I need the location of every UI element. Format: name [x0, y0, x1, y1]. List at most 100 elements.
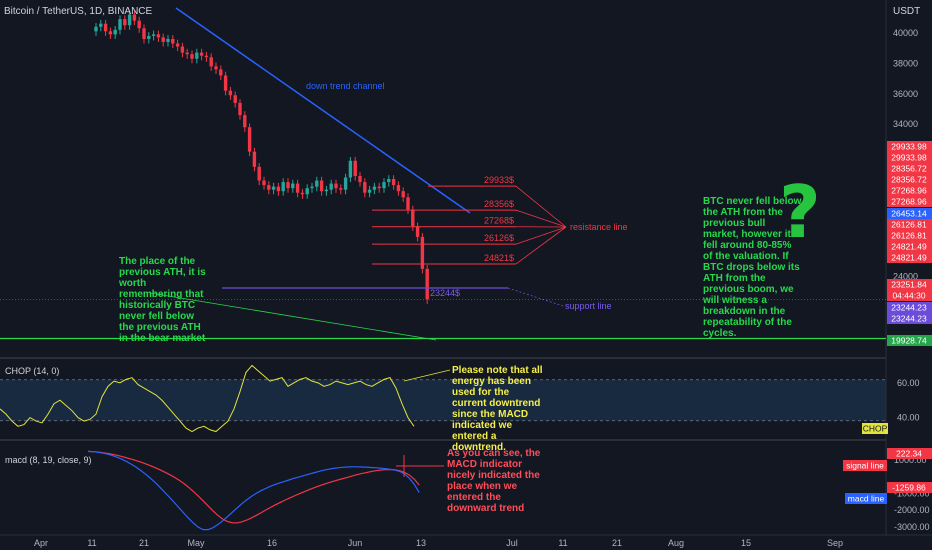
- candle-body: [334, 183, 338, 189]
- candle-body: [204, 55, 209, 58]
- time-tick-label: Apr: [34, 538, 48, 548]
- candle-body: [415, 226, 420, 237]
- candle-body: [233, 95, 237, 103]
- candle-body: [180, 46, 185, 53]
- time-tick-label: 21: [612, 538, 622, 548]
- chop-tag: [862, 423, 888, 434]
- candle-body: [94, 26, 98, 32]
- candle-body: [329, 183, 333, 190]
- downtrend-line: [175, 7, 471, 214]
- macd-legend-tag: [845, 493, 887, 504]
- price-tag: [887, 313, 932, 324]
- candle-body: [339, 188, 343, 190]
- candle-body: [396, 185, 401, 192]
- candle-body: [238, 102, 242, 116]
- time-tick-label: 16: [267, 538, 277, 548]
- candle-body: [324, 189, 329, 192]
- chop-note: Please note that all energy has been use…: [452, 365, 543, 453]
- price-tag-label: 26126.81: [891, 231, 927, 241]
- price-tag-label: 24821.49: [891, 253, 927, 263]
- candle-body: [420, 236, 425, 269]
- macd-title: macd (8, 19, close, 9): [5, 455, 92, 465]
- resistance-pointer: [515, 185, 567, 228]
- candle-body: [199, 52, 204, 56]
- candle-body: [257, 166, 261, 181]
- macd-line: [87, 450, 420, 531]
- price-tag: [887, 219, 932, 230]
- currency-label: USDT: [893, 6, 921, 17]
- time-tick-label: 13: [416, 538, 426, 548]
- candle-body: [267, 185, 271, 190]
- candle-body: [425, 268, 429, 300]
- price-tag-label: 29933.98: [891, 142, 927, 152]
- candle-body: [363, 182, 367, 193]
- candle-body: [99, 23, 103, 27]
- support-level-label: 23244$: [430, 288, 460, 298]
- candle-body: [391, 179, 396, 186]
- candle-body: [353, 160, 357, 176]
- price-tag: [887, 252, 932, 263]
- chop-line: [0, 364, 415, 433]
- macd-tick-label: -3000.00: [894, 522, 930, 532]
- candle-body: [382, 182, 386, 189]
- price-tag-label: 26453.14: [891, 209, 927, 219]
- candle-body: [406, 197, 410, 210]
- price-tag-label: 04:44:30: [892, 291, 925, 301]
- candle-body: [228, 90, 233, 96]
- time-tick-label: Sep: [827, 538, 843, 548]
- chop-tick-label: 40.00: [897, 413, 920, 423]
- candle-body: [401, 191, 405, 198]
- chop-band: [0, 379, 886, 421]
- candle-body: [223, 75, 228, 91]
- candle-body: [151, 34, 156, 36]
- candle-body: [243, 115, 247, 128]
- price-tick-label: 24000: [893, 271, 918, 281]
- candle-body: [295, 183, 300, 193]
- candle-body: [171, 38, 175, 44]
- candle-body: [262, 180, 266, 186]
- candle-body: [411, 209, 415, 227]
- candle-body: [214, 66, 218, 70]
- resistance-pointer: [515, 209, 567, 228]
- candle-body: [166, 38, 170, 42]
- chop-note-pointer: [403, 369, 451, 382]
- price-tag: [887, 163, 932, 174]
- candle-body: [113, 29, 117, 35]
- candle-body: [276, 186, 281, 192]
- price-tick-label: 34000: [893, 119, 918, 129]
- candle-body: [103, 23, 108, 32]
- price-tag: [887, 335, 932, 346]
- candle-body: [281, 182, 285, 192]
- macd-value-tag: [887, 448, 932, 459]
- price-tick-label: 38000: [893, 58, 918, 68]
- candle-body: [387, 179, 391, 183]
- time-tick-label: 11: [558, 538, 567, 548]
- candle-body: [190, 54, 194, 59]
- candle-body: [343, 177, 348, 190]
- candle-body: [252, 151, 257, 167]
- candle-body: [132, 14, 137, 21]
- price-tag-label: 28356.72: [891, 175, 927, 185]
- candle-body: [310, 186, 314, 189]
- candle-body: [377, 186, 381, 189]
- candle-body: [137, 20, 141, 29]
- candle-body: [300, 192, 305, 195]
- candle-body: [185, 52, 189, 55]
- price-tag: [887, 152, 932, 163]
- price-tag: [887, 174, 932, 185]
- candle-body: [147, 35, 151, 39]
- macd-tick-label: -1000.00: [894, 488, 930, 498]
- price-tag-label: 27268.96: [891, 197, 927, 207]
- price-tag: [887, 230, 932, 241]
- time-tick-label: 21: [139, 538, 149, 548]
- candle-body: [271, 186, 276, 190]
- candle-body: [118, 19, 122, 30]
- chop-tag-label: CHOP: [863, 424, 888, 434]
- right-note: BTC never fell below the ATH from the pr…: [703, 196, 802, 339]
- symbol-title[interactable]: Bitcoin / TetherUS, 1D, BINANCE: [4, 6, 153, 17]
- candle-body: [291, 183, 295, 189]
- price-tag: [887, 208, 932, 219]
- candle-body: [367, 189, 372, 193]
- macd-value-tag: [887, 482, 932, 493]
